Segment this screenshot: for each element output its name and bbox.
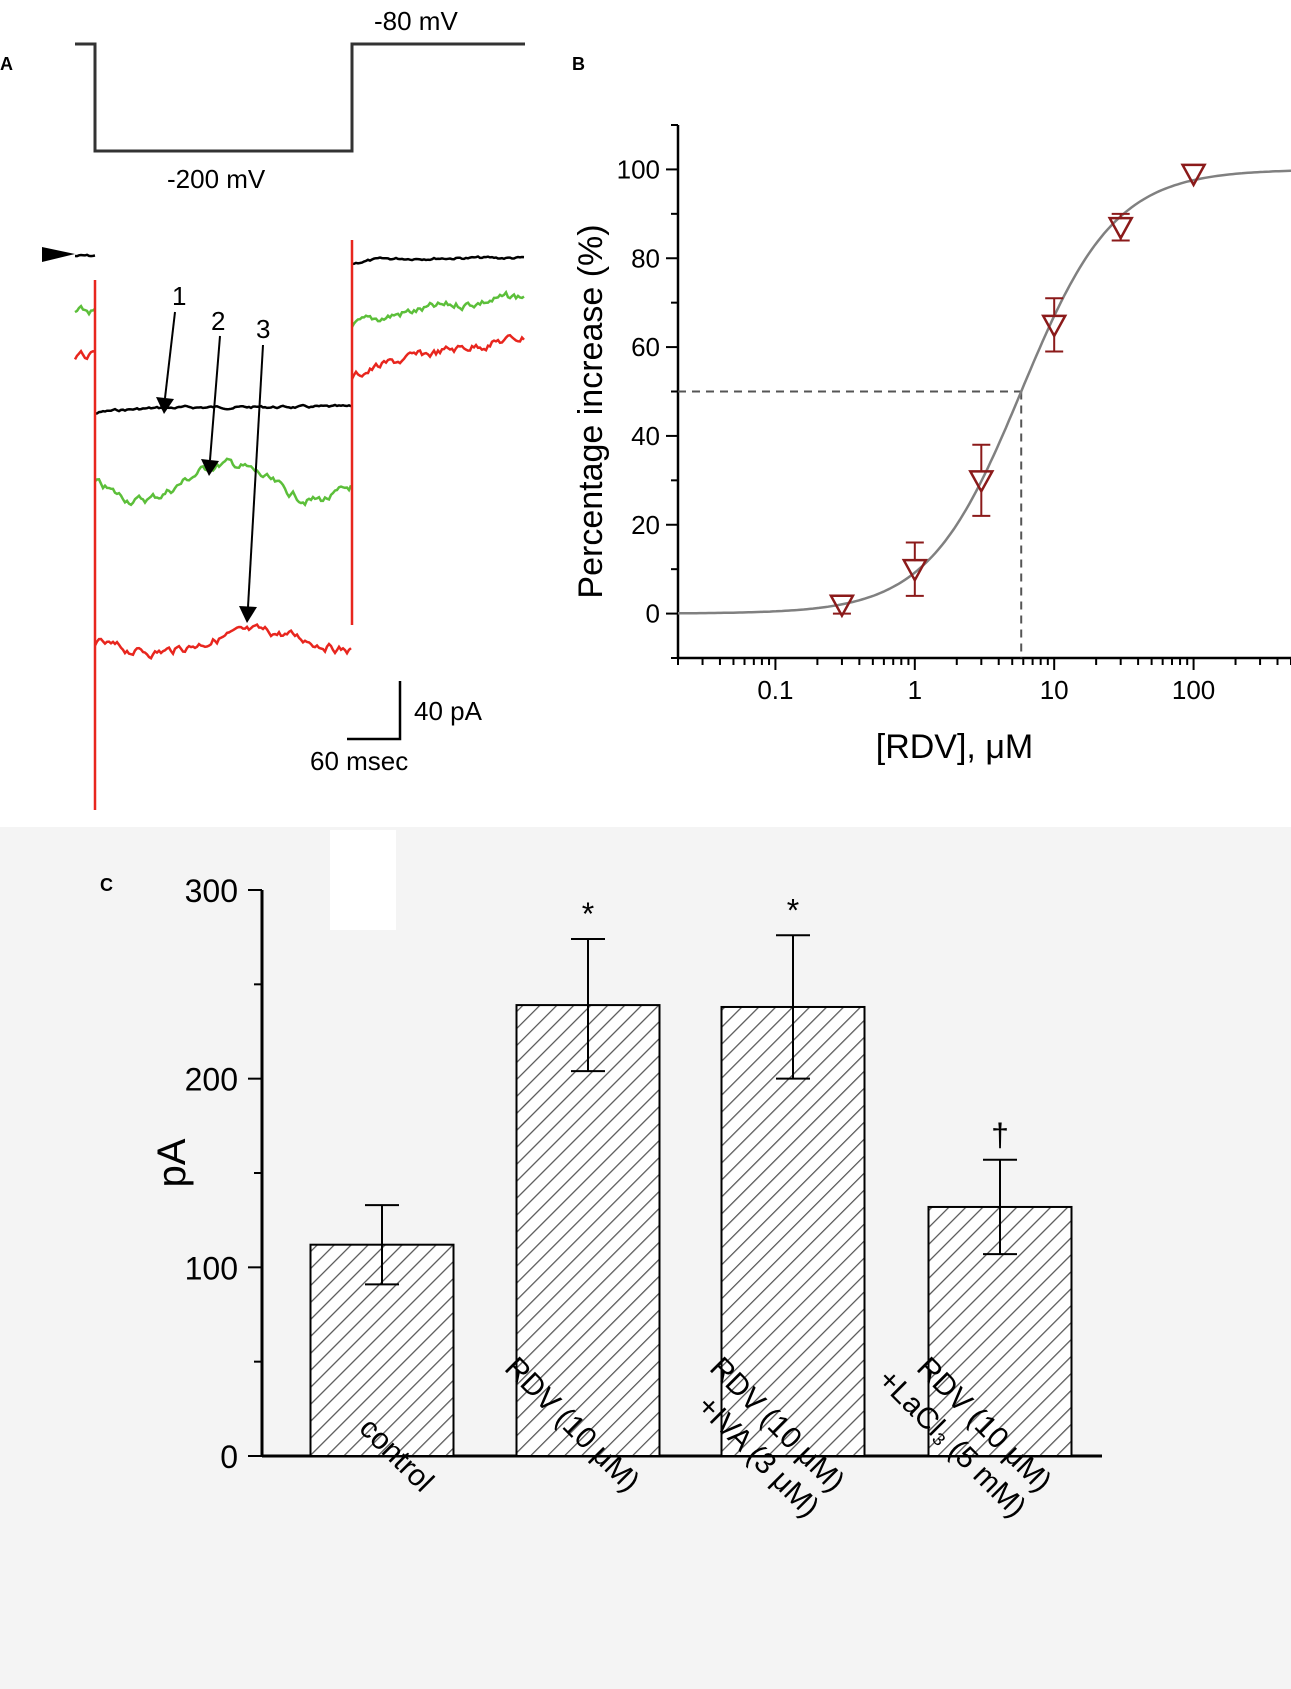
data-point-triangle (1107, 216, 1134, 241)
dose-response-points (828, 163, 1207, 619)
y-tick-label: 200 (185, 1062, 238, 1098)
x-tick-label: 100 (1172, 675, 1215, 705)
y-tick-label: 80 (631, 243, 660, 273)
arrow-1: 1 (156, 281, 186, 414)
y-tick-label: 0 (646, 599, 660, 629)
x-tick-label: 10 (1040, 675, 1069, 705)
holding-potential-label: -80 mV (374, 6, 458, 36)
panel-c-letter: C (100, 875, 113, 895)
x-tick-label: 0.1 (757, 675, 793, 705)
arrow-2-label: 2 (211, 306, 225, 336)
y-tick-label: 100 (617, 154, 660, 184)
scale-time-label: 60 msec (310, 746, 408, 776)
data-point-triangle (901, 558, 928, 583)
y-tick-label: 60 (631, 332, 660, 362)
current-trace-2 (74, 289, 525, 507)
voltage-protocol (75, 42, 525, 153)
y-axis-label: Percentage increase (%) (572, 224, 610, 598)
arrow-3: 3 (239, 314, 270, 623)
significance-marker: * (787, 892, 799, 928)
y-tick-label: 100 (185, 1250, 238, 1286)
x-tick-label: 1 (908, 675, 922, 705)
arrow-1-label: 1 (172, 281, 186, 311)
dose-response-axes: 0 20 40 60 80 100 0.1 1 10 100 (617, 124, 1291, 705)
scale-current-label: 40 pA (414, 696, 483, 726)
panel-c: C 0 100 200 300 control*RDV (10 μM)*RDV (10… (100, 830, 1102, 1524)
data-point-triangle (1180, 163, 1207, 188)
significance-marker: * (582, 896, 594, 932)
arrow-2: 2 (201, 306, 225, 476)
bar-chart-bars: control*RDV (10 μM)*RDV (10 μM)+IVA (3 μ… (309, 892, 1073, 1524)
scale-bar (347, 681, 402, 741)
y-tick-label: 40 (631, 421, 660, 451)
zero-current-marker (42, 247, 75, 262)
panel-a: A -80 mV -200 mV 1 2 3 40 pA (0, 6, 525, 810)
data-point-triangle (828, 594, 856, 619)
y-axis-label-pa: pA (150, 1138, 194, 1187)
y-tick-label: 20 (631, 510, 660, 540)
label-mask (330, 830, 396, 930)
data-point-triangle (1041, 314, 1068, 339)
current-trace-3 (73, 333, 525, 660)
data-point-triangle (968, 470, 995, 494)
hill-fit-curve (678, 169, 1291, 615)
step-potential-label: -200 mV (167, 164, 266, 194)
significance-marker: † (991, 1117, 1009, 1153)
panel-b: B 0 20 40 60 80 100 0.1 1 10 100 [RDV], μM Percen… (572, 54, 1291, 766)
y-tick-label: 300 (185, 873, 238, 909)
arrow-3-label: 3 (256, 314, 270, 344)
panel-b-letter: B (572, 54, 585, 74)
panel-a-letter: A (0, 54, 13, 74)
y-tick-label: 0 (220, 1439, 238, 1475)
current-trace-1 (74, 253, 525, 415)
x-axis-label: [RDV], μM (876, 728, 1033, 766)
